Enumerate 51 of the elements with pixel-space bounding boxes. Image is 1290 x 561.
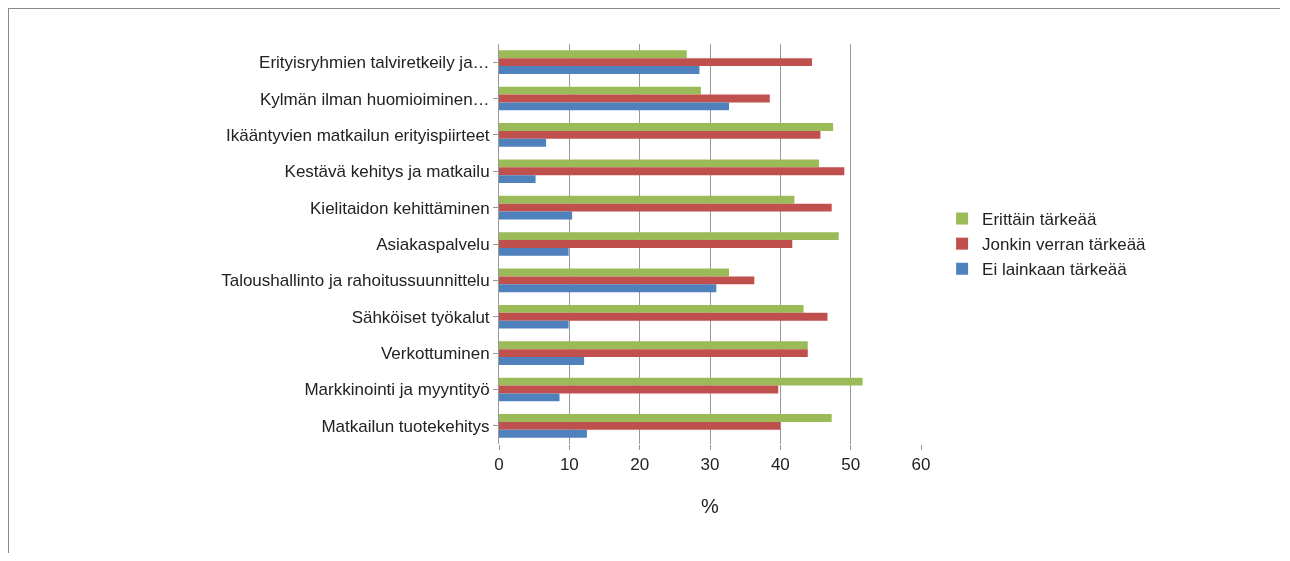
bar — [499, 247, 569, 256]
bar — [499, 159, 820, 168]
bar — [499, 349, 808, 358]
bar — [499, 203, 832, 212]
bar — [499, 102, 729, 111]
legend-label: Ei lainkaan tärkeää — [982, 260, 1128, 280]
y-tick-label: Verkottuminen — [380, 344, 490, 364]
bar — [499, 414, 832, 422]
legend-label: Jonkin verran tärkeää — [982, 235, 1147, 255]
y-tick-label: Taloushallinto ja rahoitussuunnittelu — [221, 271, 490, 291]
y-tick-label: Asiakaspalvelu — [376, 234, 490, 254]
x-tick-label: 50 — [841, 455, 861, 475]
bar — [499, 66, 700, 74]
bar — [499, 123, 834, 131]
x-tick-label: 20 — [630, 455, 650, 475]
bar — [499, 393, 560, 402]
bar — [499, 304, 804, 313]
bar — [499, 58, 812, 67]
bar — [499, 421, 781, 430]
y-tick-label: Erityisryhmien talviretkeily ja… — [259, 53, 490, 73]
bar — [499, 240, 793, 248]
bar — [499, 312, 828, 321]
legend-label: Erittäin tärkeää — [982, 210, 1097, 230]
bar — [499, 232, 839, 241]
bar — [499, 284, 717, 293]
bar — [499, 130, 821, 139]
x-tick-label: 10 — [559, 455, 579, 475]
bar — [499, 377, 863, 386]
x-axis-title: % — [701, 494, 720, 517]
x-tick-label: 40 — [770, 455, 790, 475]
bar — [499, 195, 795, 204]
bar — [499, 50, 687, 59]
bar — [499, 357, 585, 365]
bar — [499, 429, 587, 438]
y-tick-label: Kestävä kehitys ja matkailu — [284, 162, 490, 182]
bar — [499, 320, 569, 329]
y-tick-label: Kielitaidon kehittäminen — [310, 198, 490, 218]
y-tick-label: Markkinointi ja myyntityö — [304, 380, 490, 400]
bar — [499, 138, 547, 147]
bar — [499, 276, 755, 285]
y-tick-label: Matkailun tuotekehitys — [321, 416, 490, 436]
bar — [499, 86, 701, 95]
y-tick-label: Ikääntyvien matkailun erityispiirteet — [225, 125, 490, 145]
y-tick-label: Sähköiset työkalut — [351, 307, 490, 327]
x-tick-label: 60 — [911, 455, 931, 475]
x-tick-label: 30 — [700, 455, 720, 475]
x-tick-label: 0 — [494, 455, 504, 475]
bar — [499, 341, 808, 350]
bar — [499, 175, 536, 184]
bar — [499, 167, 845, 176]
y-tick-label: Kylmän ilman huomioiminen… — [260, 89, 490, 109]
